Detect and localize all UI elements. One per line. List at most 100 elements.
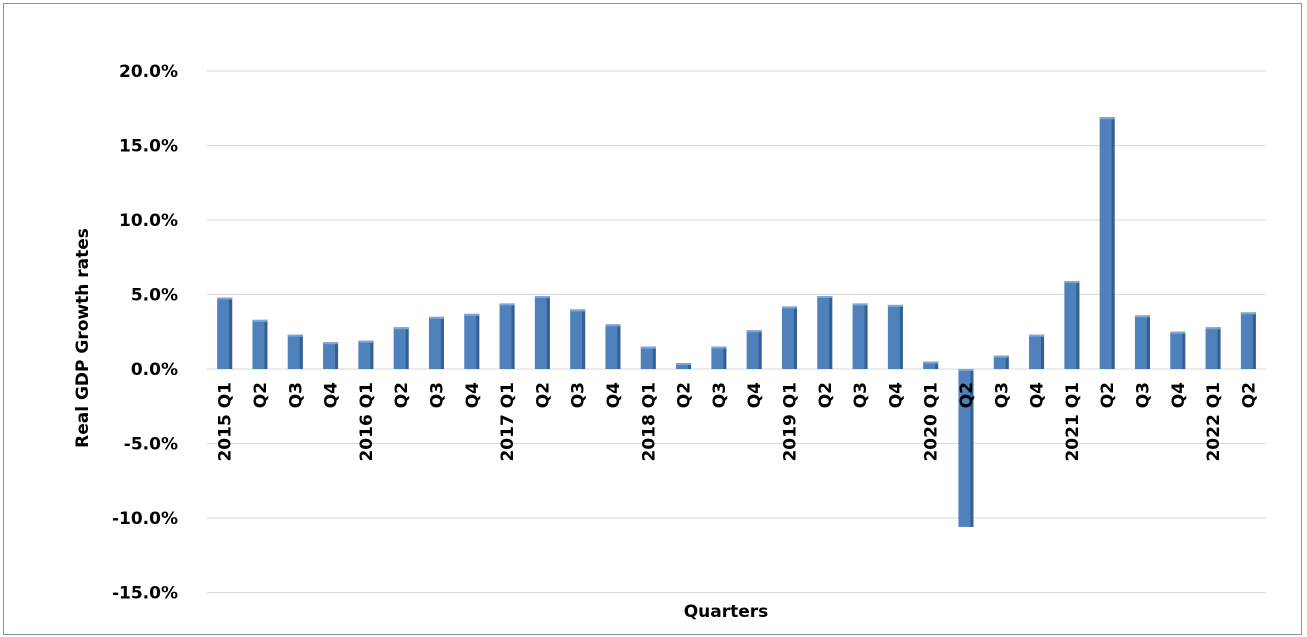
bar-body	[464, 313, 480, 369]
y-tick-label: -10.0%	[112, 509, 178, 529]
bar-top	[1134, 315, 1150, 318]
bar-shade	[688, 363, 692, 369]
bar-top	[252, 319, 268, 322]
x-tick-label: Q4	[1169, 382, 1189, 408]
bar	[570, 309, 586, 369]
bar	[781, 306, 797, 369]
bar-body	[993, 355, 1009, 369]
x-tick-label: Q3	[427, 382, 447, 408]
bar-top	[852, 303, 868, 306]
bar-shade	[617, 324, 621, 369]
x-tick-label: 2015 Q1	[216, 382, 236, 462]
y-axis-label: Real GDP Growth rates	[73, 228, 93, 448]
bar-top	[217, 297, 233, 300]
bar	[464, 313, 480, 369]
bar-top	[923, 361, 939, 364]
x-tick-label: Q3	[569, 382, 589, 408]
bar	[323, 342, 339, 369]
bar-shade	[511, 303, 515, 369]
bar-shade	[1111, 117, 1115, 369]
x-tick-label: Q4	[604, 382, 624, 408]
x-tick-label: 2021 Q1	[1063, 382, 1083, 462]
bar-top	[1064, 281, 1080, 284]
x-tick-label: Q4	[463, 382, 483, 408]
bar	[746, 330, 762, 369]
bar	[711, 346, 727, 369]
bar-shade	[370, 340, 374, 369]
bar-body	[570, 309, 586, 369]
bar-top	[817, 295, 833, 298]
bar-body	[1134, 315, 1150, 369]
bar	[1064, 281, 1080, 369]
bar-body	[534, 295, 550, 369]
bar-shade	[1182, 331, 1186, 369]
bar-top	[1205, 327, 1221, 330]
bar	[287, 334, 303, 369]
bar-shade	[440, 316, 444, 369]
bar-shade	[723, 346, 727, 369]
bar-top	[1029, 334, 1045, 337]
bar	[1099, 117, 1115, 369]
bar	[1170, 331, 1186, 369]
bar	[428, 316, 444, 369]
bar-shade	[264, 319, 268, 369]
bar-shade	[1146, 315, 1150, 369]
bar-top	[958, 369, 974, 371]
bar-body	[323, 342, 339, 369]
bar	[676, 363, 692, 369]
x-tick-label: Q2	[816, 382, 836, 408]
x-tick-label: 2017 Q1	[498, 382, 518, 462]
bar-shade	[758, 330, 762, 369]
x-tick-label: Q4	[322, 382, 342, 408]
bar-shade	[229, 297, 233, 369]
x-tick-label: 2020 Q1	[922, 382, 942, 462]
x-tick-label: Q4	[745, 382, 765, 408]
bar-shade	[299, 334, 303, 369]
bar-body	[1099, 117, 1115, 369]
y-tick-label: 10.0%	[119, 211, 178, 231]
x-tick-label: Q2	[251, 382, 271, 408]
y-tick-label: -5.0%	[124, 435, 178, 455]
gridlines	[207, 70, 1266, 593]
bar-top	[323, 342, 339, 345]
bar	[887, 304, 903, 369]
bar	[605, 324, 621, 369]
bar-top	[605, 324, 621, 327]
bar-shade	[582, 309, 586, 369]
bar-top	[534, 295, 550, 298]
bar-top	[1099, 117, 1115, 120]
bar-shade	[793, 306, 797, 369]
x-tick-label: Q2	[1239, 382, 1259, 408]
bar-top	[393, 327, 409, 330]
bar-body	[923, 361, 939, 369]
bar-body	[287, 334, 303, 369]
bar-shade	[1217, 327, 1221, 369]
x-tick-label: 2019 Q1	[780, 382, 800, 462]
x-tick-label: Q2	[533, 382, 553, 408]
bar-top	[1170, 331, 1186, 334]
bar	[1134, 315, 1150, 369]
bar	[852, 303, 868, 369]
x-tick-label: Q3	[286, 382, 306, 408]
bar-top	[640, 346, 656, 349]
y-tick-label: 5.0%	[131, 286, 178, 306]
bar-body	[1170, 331, 1186, 369]
x-tick-label: 2018 Q1	[639, 382, 659, 462]
x-tick-label: Q3	[851, 382, 871, 408]
bar-top	[464, 313, 480, 316]
x-tick-label: Q3	[1133, 382, 1153, 408]
bar	[499, 303, 515, 369]
bar	[217, 297, 233, 369]
y-tick-label: 20.0%	[119, 62, 178, 82]
bar-shade	[546, 295, 550, 369]
x-axis-label: Quarters	[684, 602, 769, 622]
bar-top	[499, 303, 515, 306]
bar-top	[781, 306, 797, 309]
bar-top	[887, 304, 903, 307]
bar-body	[499, 303, 515, 369]
bar-top	[676, 363, 692, 366]
bar-shade	[405, 327, 409, 369]
bar-body	[817, 295, 833, 369]
y-tick-label: 15.0%	[119, 137, 178, 157]
x-tick-label: Q3	[992, 382, 1012, 408]
